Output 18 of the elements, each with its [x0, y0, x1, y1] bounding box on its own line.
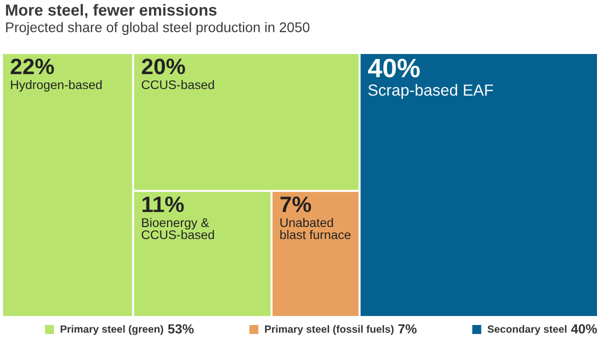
legend-label: Primary steel (fossil fuels)	[265, 325, 394, 335]
category-label: Hydrogen-based	[11, 80, 102, 92]
data-label: 7%	[280, 196, 312, 212]
data-label: 11%	[142, 196, 184, 212]
text: 40%	[571, 324, 597, 334]
data-label: 22%	[10, 58, 54, 74]
category-label: CCUS-based	[142, 80, 214, 90]
data-label: 40%	[368, 58, 420, 78]
text: Projected share of global steel production in 2050	[6, 22, 310, 35]
category-label: Unabated blast furnace	[280, 218, 351, 240]
legend-label: Secondary steel	[488, 325, 566, 335]
text: 53%	[168, 324, 194, 334]
text: More steel, fewer emissions	[6, 4, 217, 18]
category-label: Bioenergy & CCUS-based	[142, 218, 214, 240]
text: 7%	[398, 324, 417, 334]
data-label: 20%	[142, 58, 186, 74]
category-label: Scrap-based EAF	[368, 84, 494, 99]
legend-label: Primary steel (green)	[60, 325, 164, 335]
